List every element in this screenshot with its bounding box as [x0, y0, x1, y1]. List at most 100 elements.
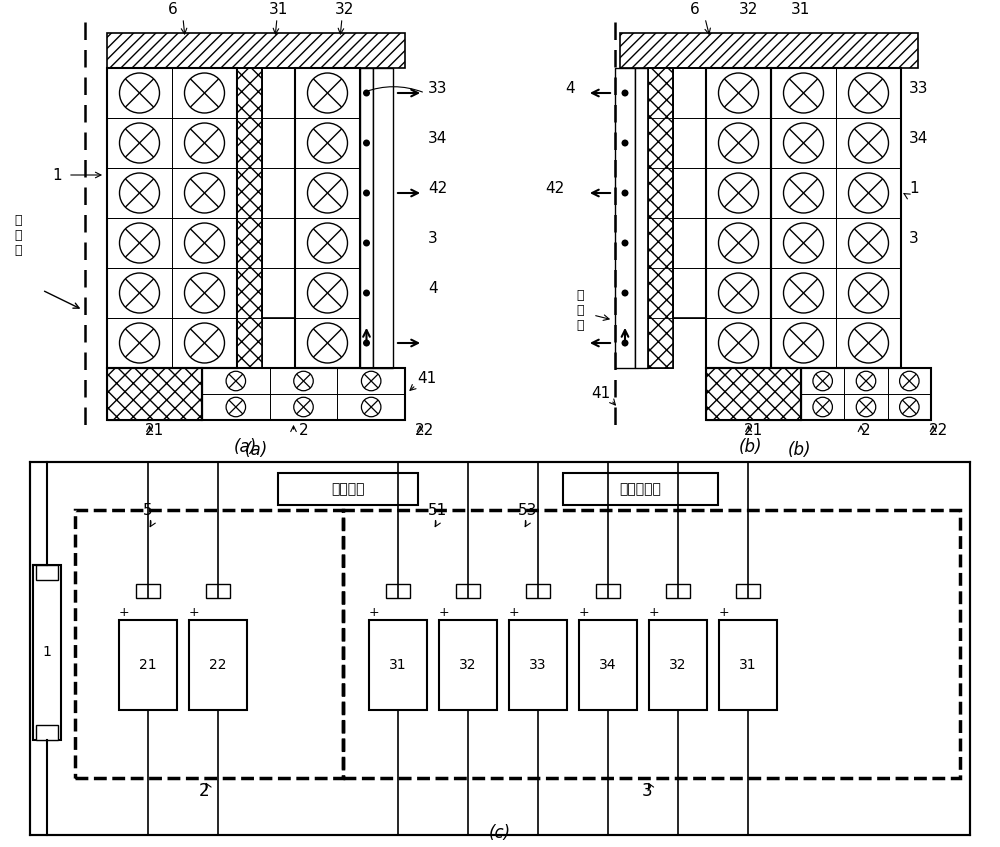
- Bar: [736, 584, 760, 598]
- Bar: [107, 168, 172, 218]
- Text: 21: 21: [145, 423, 164, 438]
- Bar: [673, 68, 706, 318]
- Circle shape: [718, 273, 759, 313]
- Bar: [237, 318, 262, 368]
- Text: +: +: [649, 606, 659, 618]
- Bar: [237, 168, 262, 218]
- Circle shape: [120, 173, 160, 213]
- Circle shape: [622, 190, 629, 197]
- Bar: [579, 620, 637, 710]
- Bar: [206, 584, 230, 598]
- Bar: [386, 584, 410, 598]
- Circle shape: [184, 73, 224, 113]
- Bar: [107, 68, 172, 118]
- Text: 22: 22: [415, 423, 435, 438]
- Bar: [107, 268, 172, 318]
- Circle shape: [294, 397, 313, 417]
- Bar: [771, 218, 836, 268]
- Circle shape: [363, 140, 370, 147]
- Text: 3: 3: [428, 231, 438, 246]
- Text: 对
称
轴: 对 称 轴: [576, 289, 584, 331]
- Text: +: +: [579, 606, 589, 618]
- Bar: [648, 118, 673, 168]
- Circle shape: [784, 123, 824, 163]
- Circle shape: [848, 323, 889, 363]
- Bar: [295, 218, 360, 268]
- Bar: [295, 168, 360, 218]
- Circle shape: [120, 273, 160, 313]
- Circle shape: [856, 397, 876, 417]
- Text: 41: 41: [591, 386, 610, 401]
- Bar: [262, 268, 295, 318]
- Bar: [706, 318, 771, 368]
- Circle shape: [184, 223, 224, 263]
- Circle shape: [308, 223, 348, 263]
- Bar: [337, 394, 405, 420]
- Text: 34: 34: [909, 131, 928, 146]
- Bar: [270, 368, 337, 394]
- Bar: [262, 68, 295, 318]
- Text: (b): (b): [787, 441, 811, 459]
- Bar: [107, 33, 405, 68]
- Circle shape: [784, 73, 824, 113]
- Circle shape: [120, 73, 160, 113]
- Text: (a): (a): [233, 438, 257, 456]
- Bar: [706, 118, 771, 168]
- Circle shape: [856, 371, 876, 390]
- Bar: [237, 68, 262, 118]
- Text: 31: 31: [268, 2, 288, 17]
- Bar: [36, 565, 58, 580]
- Bar: [771, 68, 901, 368]
- Text: 32: 32: [459, 658, 477, 672]
- Circle shape: [308, 173, 348, 213]
- Circle shape: [622, 340, 629, 346]
- Bar: [237, 268, 262, 318]
- Bar: [270, 394, 337, 420]
- Text: 6: 6: [168, 2, 178, 17]
- Bar: [648, 268, 673, 318]
- Bar: [295, 268, 360, 318]
- Bar: [75, 510, 343, 778]
- Text: 1: 1: [52, 168, 62, 182]
- Bar: [262, 168, 295, 218]
- Bar: [648, 68, 673, 368]
- Text: 电容器电源: 电容器电源: [620, 482, 661, 496]
- Bar: [801, 368, 931, 420]
- Text: 33: 33: [529, 658, 547, 672]
- Bar: [172, 68, 237, 118]
- Circle shape: [848, 223, 889, 263]
- Bar: [237, 118, 262, 168]
- Bar: [136, 584, 160, 598]
- Circle shape: [622, 90, 629, 97]
- Circle shape: [622, 290, 629, 296]
- Text: 22: 22: [928, 423, 948, 438]
- Circle shape: [120, 323, 160, 363]
- Bar: [295, 68, 360, 368]
- Text: 1: 1: [909, 181, 919, 196]
- Text: 31: 31: [790, 2, 810, 17]
- Bar: [771, 118, 836, 168]
- Bar: [202, 368, 270, 394]
- Text: 32: 32: [738, 2, 758, 17]
- Bar: [620, 33, 918, 68]
- Circle shape: [848, 273, 889, 313]
- Circle shape: [308, 123, 348, 163]
- Bar: [771, 268, 836, 318]
- Circle shape: [718, 123, 759, 163]
- Bar: [673, 68, 706, 118]
- Bar: [706, 268, 771, 318]
- Bar: [107, 218, 172, 268]
- Bar: [771, 318, 836, 368]
- Bar: [673, 118, 706, 168]
- Circle shape: [184, 123, 224, 163]
- Bar: [706, 368, 801, 420]
- Circle shape: [718, 173, 759, 213]
- Circle shape: [848, 73, 889, 113]
- Text: (c): (c): [489, 824, 511, 842]
- Bar: [836, 68, 901, 118]
- Bar: [649, 620, 707, 710]
- Bar: [33, 565, 61, 740]
- Bar: [107, 368, 202, 420]
- Circle shape: [363, 290, 370, 296]
- Bar: [36, 725, 58, 740]
